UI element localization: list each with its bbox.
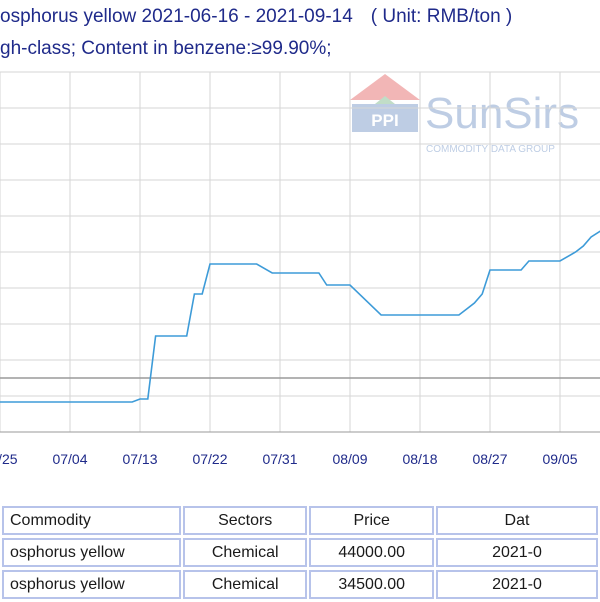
x-axis-ticks: 06/25 07/04 07/13 07/22 07/31 08/09 08/18 08/27…: [0, 451, 578, 467]
cell-date: 2021-0: [435, 538, 598, 567]
watermark-tagline: COMMODITY DATA GROUP: [426, 144, 555, 155]
x-tick-label: 06/25: [0, 451, 18, 467]
x-tick-label: 07/22: [192, 451, 227, 467]
cell-commodity: osphorus yellow: [2, 538, 181, 567]
watermark-brand: SunSirs: [425, 89, 579, 138]
header-date: Dat: [435, 506, 598, 535]
price-table: Commodity Sectors Price Dat osphorus yel…: [0, 503, 600, 602]
header-price: Price: [309, 506, 434, 535]
sunsirs-watermark: PPI SunSirs COMMODITY DATA GROUP: [350, 74, 579, 155]
chart-title: osphorus yellow 2021-06-16 - 2021-09-14 (…: [0, 6, 512, 28]
chart-title-text: osphorus yellow 2021-06-16 - 2021-09-14: [0, 6, 353, 27]
chart-unit: ( Unit: RMB/ton ): [370, 6, 513, 27]
cell-price: 34500.00: [309, 570, 434, 599]
chart-grid: [0, 71, 600, 433]
header-sectors: Sectors: [182, 506, 308, 535]
x-tick-label: 07/31: [262, 451, 297, 467]
x-tick-label: 09/05: [542, 451, 577, 467]
header-commodity: Commodity: [2, 506, 181, 535]
watermark-badge: PPI: [371, 111, 398, 130]
x-tick-label: 07/13: [122, 451, 157, 467]
watermark-roof-red: [350, 74, 420, 100]
x-tick-label: 08/27: [472, 451, 507, 467]
x-tick-label: 08/18: [402, 451, 437, 467]
cell-date: 2021-0: [435, 570, 598, 599]
series-line-0: [0, 230, 600, 403]
cell-sector: Chemical: [182, 538, 308, 567]
line-chart: PPI SunSirs COMMODITY DATA GROUP 06/25 07…: [0, 71, 600, 467]
x-tick-label: 07/04: [52, 451, 87, 467]
table-row: osphorus yellow Chemical 44000.00 2021-0: [2, 538, 598, 567]
watermark-base: [352, 104, 418, 132]
cell-price: 44000.00: [309, 538, 434, 567]
x-tick-label: 08/09: [332, 451, 367, 467]
chart-subtitle: gh-class; Content in benzene:≥99.90%;: [0, 38, 332, 59]
table-header-row: Commodity Sectors Price Dat: [2, 506, 598, 535]
cell-sector: Chemical: [182, 570, 308, 599]
cell-commodity: osphorus yellow: [2, 570, 181, 599]
table-row: osphorus yellow Chemical 34500.00 2021-0: [2, 570, 598, 599]
chart-plot-area: [0, 230, 600, 403]
